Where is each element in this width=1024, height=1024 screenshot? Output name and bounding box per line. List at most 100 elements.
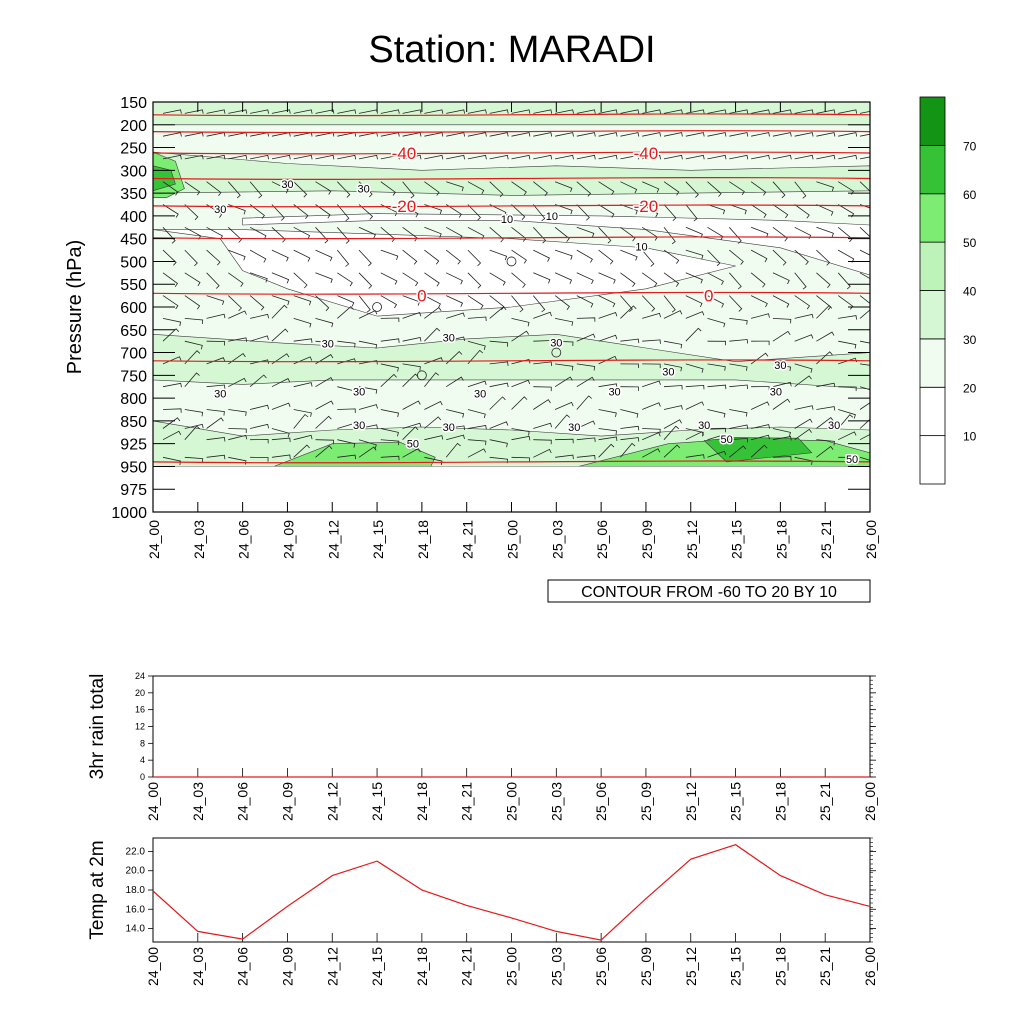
wind-barb xyxy=(337,422,356,429)
wind-barb xyxy=(315,445,333,458)
wind-barb xyxy=(533,311,552,319)
wind-barb xyxy=(663,272,680,287)
humidity-fill-mid-band xyxy=(153,333,870,390)
colorbar-label: 50 xyxy=(963,236,977,250)
wind-barb xyxy=(533,399,551,410)
wind-barb xyxy=(184,423,204,429)
wind-barb xyxy=(598,428,617,435)
wind-barb xyxy=(794,375,812,388)
wind-barb xyxy=(424,307,442,319)
wind-barb xyxy=(271,272,290,284)
wind-barb xyxy=(162,430,182,441)
wind-barb xyxy=(642,363,661,369)
wind-barb xyxy=(489,361,509,366)
wind-barb xyxy=(206,340,226,346)
isotherm-line xyxy=(152,130,871,134)
x-tick-label: 24_21 xyxy=(459,947,475,986)
wind-barb xyxy=(598,109,618,114)
wind-barb xyxy=(445,442,461,458)
wind-barb xyxy=(685,154,705,160)
wind-barb xyxy=(337,408,356,413)
x-tick-label: 26_00 xyxy=(862,782,878,821)
wind-barb xyxy=(576,226,595,238)
wind-barb xyxy=(620,249,638,261)
x-tick-label: 25_15 xyxy=(728,782,744,821)
wind-barb xyxy=(250,154,269,160)
colorbar-box xyxy=(919,193,946,243)
wind-barb xyxy=(206,109,226,114)
wind-barb xyxy=(446,181,464,192)
wind-barb xyxy=(772,456,792,461)
y-tick-label: 500 xyxy=(120,254,147,271)
wind-barb xyxy=(576,295,594,308)
isotherm-line xyxy=(152,236,871,240)
humidity-contour-label: 30 xyxy=(568,422,580,434)
wind-barb xyxy=(554,204,573,215)
wind-barb xyxy=(685,204,698,222)
wind-barb xyxy=(315,249,333,262)
wind-barb xyxy=(315,272,333,284)
humidity-contour-label: 30 xyxy=(353,420,365,432)
wind-barb xyxy=(598,154,618,160)
wind-barb xyxy=(816,439,835,446)
wind-barb xyxy=(576,455,596,460)
y-tick-label: 550 xyxy=(120,277,147,294)
wind-barb xyxy=(336,227,350,244)
wind-barb xyxy=(489,382,509,388)
wind-barb xyxy=(576,333,596,342)
wind-barb xyxy=(620,442,636,458)
wind-barb xyxy=(838,386,857,392)
wind-barb xyxy=(750,226,769,238)
wind-barb xyxy=(555,438,574,444)
wind-barb xyxy=(751,424,770,429)
wind-barb xyxy=(358,181,373,198)
wind-barb xyxy=(772,181,786,199)
wind-barb xyxy=(641,272,658,287)
wind-barb xyxy=(358,439,377,449)
wind-barb xyxy=(859,418,870,429)
wind-barb xyxy=(554,249,573,260)
wind-barb xyxy=(228,295,242,312)
wind-barb xyxy=(249,335,269,342)
humidity-contour-label: 30 xyxy=(474,389,486,401)
wind-barb xyxy=(467,340,486,351)
x-tick-label: 25_09 xyxy=(638,947,654,986)
calm-wind-circle xyxy=(506,256,517,267)
wind-barb xyxy=(663,405,683,410)
humidity-contour-label: 10 xyxy=(501,214,513,226)
wind-barb xyxy=(467,409,486,419)
colorbar-label: 30 xyxy=(963,333,977,347)
wind-barb xyxy=(838,109,858,114)
wind-barb xyxy=(598,295,616,308)
wind-barb xyxy=(576,272,594,285)
wind-barb xyxy=(162,295,179,310)
x-tick-label: 26_00 xyxy=(863,520,879,559)
wind-barb xyxy=(554,181,573,193)
x-tick-label: 24_15 xyxy=(370,520,386,559)
temperature-panel: 14.0 16.0 18.0 20.0 22.0 24_00 24_03 24_06 24_09… xyxy=(87,837,878,986)
wind-barb xyxy=(380,373,397,387)
wind-barb xyxy=(816,305,833,319)
wind-barb xyxy=(380,439,400,446)
humidity-contour-label: 50 xyxy=(407,439,419,451)
wind-barb xyxy=(184,295,201,310)
wind-barb xyxy=(838,340,857,349)
y-tick-label: 400 xyxy=(120,209,147,226)
y-axis-title: 3hr rain total xyxy=(87,674,108,780)
wind-barb xyxy=(162,408,182,413)
x-tick-label: 25_00 xyxy=(504,782,520,821)
wind-barb xyxy=(293,109,313,114)
wind-barb xyxy=(728,272,742,290)
wind-barb xyxy=(228,154,248,160)
wind-barb xyxy=(707,384,727,390)
wind-barb xyxy=(358,204,374,220)
wind-barb xyxy=(380,204,398,217)
wind-barb xyxy=(837,414,854,429)
wind-barb xyxy=(446,409,465,418)
x-tick-label: 25_06 xyxy=(594,520,610,559)
wind-barb xyxy=(816,109,836,114)
x-tick-label: 24_03 xyxy=(191,520,207,559)
wind-barb xyxy=(227,181,241,199)
wind-barb xyxy=(424,154,444,160)
wind-barb xyxy=(467,380,487,388)
